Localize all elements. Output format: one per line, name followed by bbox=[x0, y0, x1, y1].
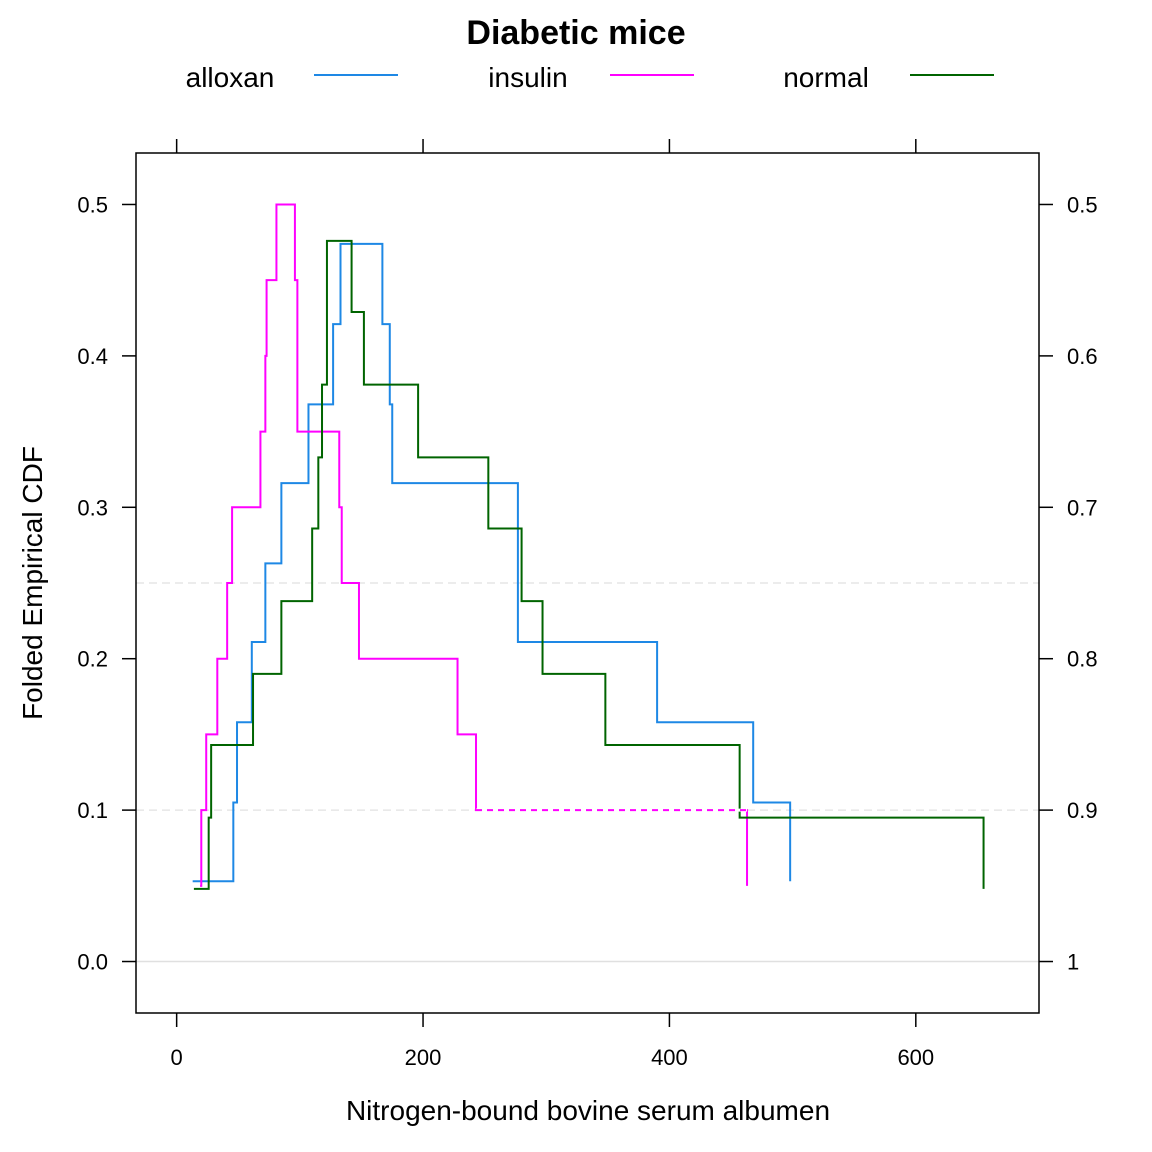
series-line-alloxan bbox=[192, 242, 792, 883]
x-axis-label: Nitrogen-bound bovine serum albumen bbox=[346, 1095, 830, 1126]
series-line-normal bbox=[193, 239, 985, 890]
legend-label-normal: normal bbox=[783, 62, 869, 93]
series-insulin bbox=[200, 203, 749, 887]
legend: alloxan insulin normal bbox=[186, 62, 994, 93]
x-tick-label: 600 bbox=[897, 1045, 934, 1070]
y-tick-label-left: 0.2 bbox=[77, 647, 108, 672]
series-alloxan bbox=[192, 242, 792, 883]
y-tick-label-left: 0.4 bbox=[77, 344, 108, 369]
y-tick-label-left: 0.0 bbox=[77, 950, 108, 975]
y-axis-label: Folded Empirical CDF bbox=[17, 446, 48, 720]
y-tick-label-left: 0.3 bbox=[77, 495, 108, 520]
plot-frame bbox=[135, 152, 1040, 1014]
x-tick-label: 400 bbox=[651, 1045, 688, 1070]
reference-lines bbox=[136, 582, 1039, 963]
x-tick-label: 0 bbox=[171, 1045, 183, 1070]
y-tick-label-right: 0.9 bbox=[1067, 798, 1098, 823]
axis-ticks: 0 200 400 600 0.0 0.1 0.2 0.3 0.4 0.5 0.5 0.6 0.7 0.8… bbox=[77, 139, 1098, 1070]
series-line-insulin bbox=[200, 203, 749, 887]
y-tick-label-right: 0.7 bbox=[1067, 495, 1098, 520]
y-tick-label-right: 0.8 bbox=[1067, 647, 1098, 672]
y-tick-label-left: 0.5 bbox=[77, 192, 108, 217]
series-layer bbox=[192, 203, 985, 890]
y-tick-label-right: 1 bbox=[1067, 950, 1079, 975]
y-tick-label-right: 0.6 bbox=[1067, 344, 1098, 369]
legend-label-alloxan: alloxan bbox=[186, 62, 275, 93]
series-normal bbox=[193, 239, 985, 890]
y-tick-label-left: 0.1 bbox=[77, 798, 108, 823]
chart-title: Diabetic mice bbox=[466, 14, 685, 52]
legend-label-insulin: insulin bbox=[488, 62, 567, 93]
y-tick-label-right: 0.5 bbox=[1067, 192, 1098, 217]
x-tick-label: 200 bbox=[405, 1045, 442, 1070]
